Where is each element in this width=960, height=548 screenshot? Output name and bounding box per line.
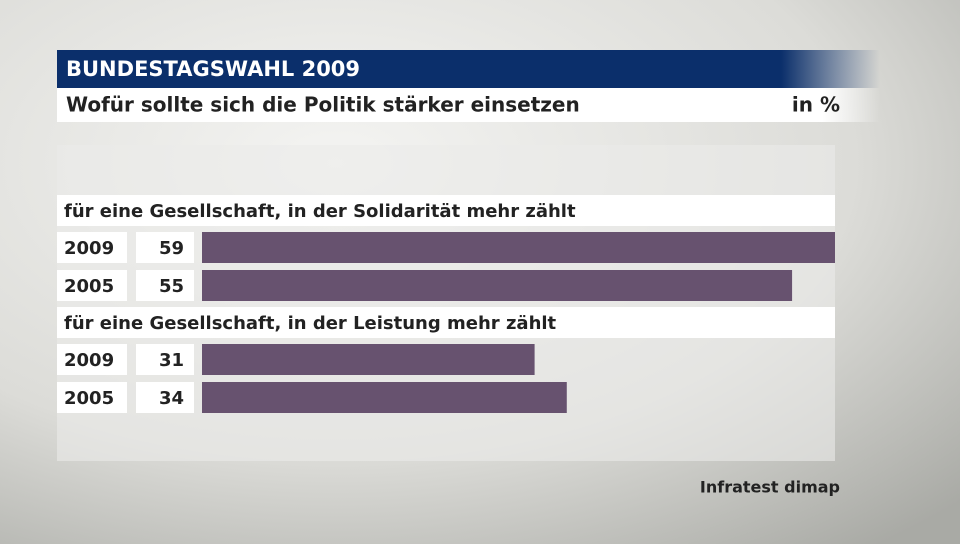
category-label: 2005 <box>64 388 114 409</box>
value-label: 59 <box>159 238 184 259</box>
panel <box>57 145 835 461</box>
category-label: 2009 <box>64 238 114 259</box>
value-box <box>136 232 194 263</box>
category-box <box>57 270 127 301</box>
header-bar <box>57 50 880 88</box>
bar <box>202 382 567 413</box>
bar <box>202 270 793 301</box>
value-box <box>136 382 194 413</box>
bar <box>202 232 835 263</box>
group-label-box <box>57 307 835 338</box>
group-label: für eine Gesellschaft, in der Leistung m… <box>64 313 557 334</box>
value-box <box>136 270 194 301</box>
group-label-box <box>57 195 835 226</box>
value-box <box>136 344 194 375</box>
group-label: für eine Gesellschaft, in der Solidaritä… <box>64 201 576 222</box>
category-box <box>57 232 127 263</box>
category-box <box>57 344 127 375</box>
value-label: 34 <box>159 388 184 409</box>
category-box <box>57 382 127 413</box>
category-label: 2009 <box>64 350 114 371</box>
value-label: 55 <box>159 276 184 297</box>
subtitle: Wofür sollte sich die Politik stärker ei… <box>66 93 580 117</box>
subtitle-bar <box>57 88 880 122</box>
chart-title: BUNDESTAGSWAHL 2009 <box>66 57 360 81</box>
bar <box>202 344 535 375</box>
unit: in % <box>792 93 840 117</box>
source: Infratest dimap <box>700 478 840 497</box>
value-label: 31 <box>159 350 184 371</box>
category-label: 2005 <box>64 276 114 297</box>
